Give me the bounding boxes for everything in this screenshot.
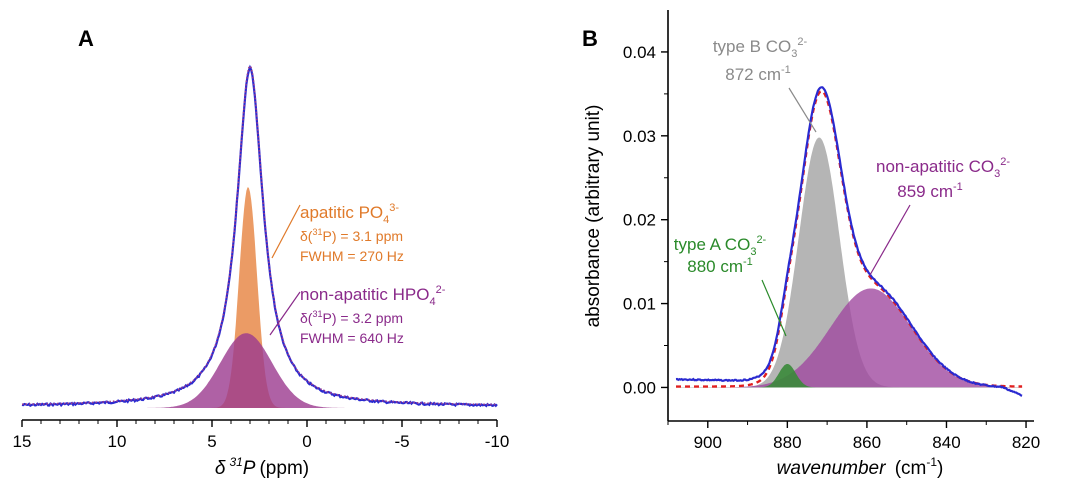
panel-a-x-tick-label: 0	[302, 432, 311, 451]
po4-fwhm: FWHM = 270 Hz	[300, 248, 404, 264]
po4-name-sup: 3-	[389, 202, 399, 214]
nonap-name: non-apatitic CO32-	[876, 156, 1010, 180]
panel-a-fit-line	[21, 64, 497, 406]
panel-b-lines	[675, 86, 1023, 397]
panel-b-label: B	[582, 26, 598, 51]
panel-b-x-tick-label: 880	[773, 433, 801, 452]
panel-a-x-label-symbol: δ	[215, 458, 226, 479]
typea-position-base: 880 cm	[687, 257, 743, 276]
hpo4-peak-area	[22, 333, 497, 408]
po4-name: apatitic PO43-	[300, 202, 399, 226]
panel-b-x-label: wavenumber (cm-1)	[777, 455, 944, 479]
po4-shift-post: P) = 3.1 ppm	[322, 228, 403, 244]
panel-b-x-ticks: 900 880 860 840 820	[667, 421, 1040, 452]
panel-b-experimental-line	[675, 86, 1023, 397]
po4-leader-line	[271, 204, 301, 259]
panel-a-x-ticks: 15 10 5 0 -5 -10	[13, 420, 510, 451]
panel-a-x-tick-label: 10	[108, 432, 127, 451]
typea-leader-line	[761, 279, 787, 337]
panel-b-y-tick-label: 0.02	[623, 211, 656, 230]
panel-b-peaks	[676, 137, 1023, 388]
nonap-position-sup: -1	[953, 181, 963, 193]
typea-name: type A CO32-	[674, 234, 767, 258]
panel-a-x-tick-label: -5	[394, 432, 409, 451]
typeb-name-sub: 3	[791, 48, 797, 60]
panel-b-x-tick-label: 860	[853, 433, 881, 452]
panel-b-y-label: absorbance (arbitrary unit)	[583, 105, 604, 328]
panel-a-x-tick-label: 15	[13, 432, 32, 451]
typeb-position-sup: -1	[781, 64, 791, 76]
nonap-name-base: non-apatitic CO	[876, 157, 994, 176]
typeb-name-sup: 2-	[797, 36, 807, 48]
nonap-leader-line	[869, 204, 911, 276]
nonap-name-sub: 3	[994, 168, 1000, 180]
typea-name-sub: 3	[750, 246, 756, 258]
typeb-position: 872 cm-1	[725, 64, 791, 84]
hpo4-leader-line	[269, 291, 301, 336]
panel-b-x-label-sup: -1	[926, 455, 937, 469]
typeb-position-base: 872 cm	[725, 65, 781, 84]
panel-b-x-tick-label: 820	[1012, 433, 1040, 452]
panel-b-y-ticks: 0.00 0.01 0.02 0.03 0.04	[623, 43, 668, 397]
panel-b-x-label-var: wavenumber	[777, 458, 886, 479]
typea-name-sup: 2-	[756, 234, 766, 246]
hpo4-fwhm: FWHM = 640 Hz	[300, 330, 404, 346]
panel-b-y-tick-label: 0.00	[623, 378, 656, 397]
panel-a-x-label: δ 31P (ppm)	[215, 455, 309, 479]
typea-name-base: type A CO	[674, 235, 751, 254]
panel-a: A 15 10 5 0 -5 -10 δ 31P (ppm) apatitic PO43- δ…	[13, 26, 510, 479]
hpo4-shift-post: P) = 3.2 ppm	[322, 310, 403, 326]
panel-a-x-tick-label: -10	[485, 432, 510, 451]
po4-name-sub: 4	[383, 214, 389, 226]
hpo4-shift-pre: δ(	[300, 310, 313, 326]
panel-b-x-label-close: )	[937, 458, 943, 479]
hpo4-shift: δ(31P) = 3.2 ppm	[300, 309, 403, 326]
po4-shift-sup: 31	[312, 227, 322, 237]
typeb-name: type B CO32-	[713, 36, 808, 60]
hpo4-name-base: non-apatitic HPO	[300, 285, 429, 304]
panel-a-x-tick-label: 5	[207, 432, 216, 451]
panel-b-y-tick-label: 0.04	[623, 43, 656, 62]
panel-b: B 900 880 860 840 820 0.00 0.01 0.02 0.03 0.04 a…	[582, 10, 1040, 479]
panel-a-x-label-unit: (ppm)	[259, 458, 309, 479]
panel-b-x-tick-label: 900	[694, 433, 722, 452]
hpo4-name: non-apatitic HPO42-	[300, 284, 446, 308]
nonap-name-sup: 2-	[1000, 156, 1010, 168]
panel-b-y-tick-label: 0.03	[623, 127, 656, 146]
panel-a-peaks	[22, 187, 497, 408]
typeb-leader-line	[788, 87, 817, 133]
nonap-position: 859 cm-1	[897, 181, 963, 201]
hpo4-name-sup: 2-	[436, 284, 446, 296]
po4-shift: δ(31P) = 3.1 ppm	[300, 227, 403, 244]
nonap-position-base: 859 cm	[897, 182, 953, 201]
panel-a-x-label-sup: 31	[229, 455, 242, 469]
po4-name-base: apatitic PO	[300, 203, 383, 222]
panel-a-lines	[21, 64, 498, 408]
typeb-name-base: type B CO	[713, 37, 791, 56]
panel-a-label: A	[78, 26, 94, 51]
po4-shift-pre: δ(	[300, 228, 313, 244]
panel-b-x-tick-label: 840	[932, 433, 960, 452]
hpo4-name-sub: 4	[429, 296, 435, 308]
typea-position: 880 cm-1	[687, 256, 753, 276]
panel-b-y-tick-label: 0.01	[623, 295, 656, 314]
hpo4-shift-sup: 31	[312, 309, 322, 319]
panel-b-x-label-unit: (cm	[889, 458, 926, 479]
nonap-peak-area	[676, 288, 1023, 388]
typea-position-sup: -1	[743, 256, 753, 268]
panel-a-x-label-var: P	[243, 458, 256, 479]
